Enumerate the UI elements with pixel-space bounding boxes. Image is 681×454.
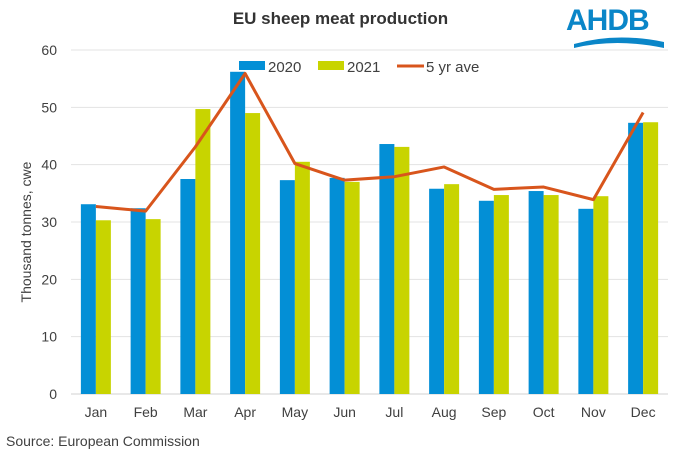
bar-2021 [145, 219, 161, 394]
x-tick-label: Nov [581, 404, 606, 420]
legend-label: 2020 [268, 59, 301, 76]
bar-2021 [245, 113, 261, 395]
x-tick-label: Apr [234, 404, 256, 420]
legend-swatch-2021 [318, 61, 344, 70]
bar-2021 [493, 195, 509, 394]
y-tick-label: 40 [41, 157, 57, 173]
x-tick-label: Oct [533, 404, 555, 420]
y-tick-label: 0 [49, 386, 57, 402]
bar-2021 [593, 196, 609, 394]
bar-2021 [195, 109, 211, 394]
bar-2020 [80, 204, 96, 394]
logo-text: AHDB [566, 4, 650, 37]
bar-2020 [528, 191, 544, 394]
x-tick-label: Dec [631, 404, 656, 420]
x-tick-label: Mar [183, 404, 207, 420]
bar-2020 [130, 208, 146, 394]
y-tick-label: 30 [41, 214, 57, 230]
chart-title: EU sheep meat production [232, 9, 449, 28]
y-tick-label: 20 [41, 271, 57, 287]
legend-label: 2021 [347, 59, 380, 76]
x-tick-label: Sep [481, 404, 506, 420]
x-tick-label: Jun [333, 404, 356, 420]
y-tick-label: 60 [41, 42, 57, 58]
y-tick-label: 50 [41, 99, 57, 115]
source-note: Source: European Commission [6, 433, 200, 449]
bar-2020 [180, 179, 196, 394]
bar-2021 [344, 181, 360, 394]
bar-2021 [95, 220, 111, 394]
ahdb-logo: AHDB [566, 4, 666, 48]
bar-2021 [394, 146, 410, 394]
bar-2020 [230, 71, 246, 394]
bar-2020 [478, 200, 494, 394]
legend-swatch-2020 [239, 61, 265, 70]
bar-2020 [379, 144, 395, 394]
x-tick-label: Jan [85, 404, 108, 420]
x-tick-label: May [282, 404, 308, 420]
legend-label: 5 yr ave [426, 59, 479, 76]
x-tick-label: Jul [385, 404, 403, 420]
bar-2020 [578, 208, 594, 394]
logo-swoosh-icon [574, 37, 664, 48]
bar-2021 [643, 122, 659, 395]
y-tick-label: 10 [41, 329, 57, 345]
bar-2020 [329, 177, 345, 394]
bar-2021 [294, 161, 310, 394]
bar-2020 [628, 122, 644, 395]
bar-2020 [429, 188, 445, 394]
bar-2020 [279, 180, 295, 394]
x-tick-label: Feb [134, 404, 158, 420]
bar-2021 [444, 184, 460, 394]
line-5-yr-ave [95, 72, 645, 213]
y-axis-label: Thousand tonnes, cwe [18, 161, 34, 302]
x-tick-label: Aug [432, 404, 457, 420]
bar-2021 [543, 195, 559, 394]
